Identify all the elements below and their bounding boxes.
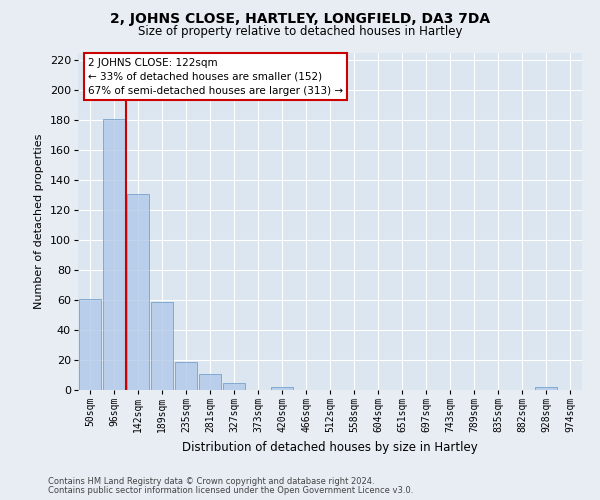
Bar xyxy=(103,118,125,390)
Bar xyxy=(127,194,149,390)
X-axis label: Distribution of detached houses by size in Hartley: Distribution of detached houses by size … xyxy=(182,440,478,454)
Bar xyxy=(271,387,293,390)
Text: Size of property relative to detached houses in Hartley: Size of property relative to detached ho… xyxy=(138,25,462,38)
Text: 2, JOHNS CLOSE, HARTLEY, LONGFIELD, DA3 7DA: 2, JOHNS CLOSE, HARTLEY, LONGFIELD, DA3 … xyxy=(110,12,490,26)
Text: Contains HM Land Registry data © Crown copyright and database right 2024.: Contains HM Land Registry data © Crown c… xyxy=(48,477,374,486)
Bar xyxy=(151,302,173,390)
Text: Contains public sector information licensed under the Open Government Licence v3: Contains public sector information licen… xyxy=(48,486,413,495)
Bar xyxy=(199,374,221,390)
Bar xyxy=(79,298,101,390)
Bar xyxy=(175,362,197,390)
Bar xyxy=(223,382,245,390)
Bar xyxy=(535,387,557,390)
Text: 2 JOHNS CLOSE: 122sqm
← 33% of detached houses are smaller (152)
67% of semi-det: 2 JOHNS CLOSE: 122sqm ← 33% of detached … xyxy=(88,58,343,96)
Y-axis label: Number of detached properties: Number of detached properties xyxy=(34,134,44,309)
